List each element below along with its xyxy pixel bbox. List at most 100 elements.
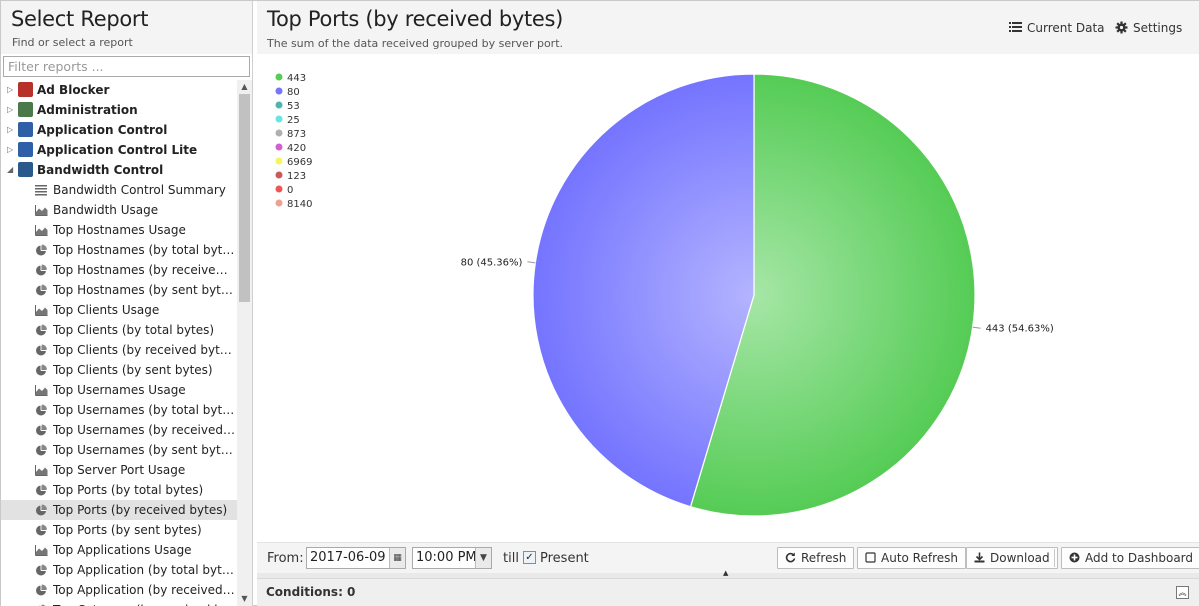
tree-report-label: Top Hostnames Usage — [53, 223, 186, 237]
legend-entry[interactable]: 53 — [287, 101, 300, 112]
report-selector-panel: Select Report Find or select a report ▷ A… — [1, 1, 253, 606]
download-label: Download — [990, 551, 1050, 565]
tree-report-item[interactable]: Top Hostnames (by total bytes) — [1, 240, 237, 260]
tree-report-item[interactable]: Top Application (by total bytes) — [1, 560, 237, 580]
tree-report-item[interactable]: Top Hostnames Usage — [1, 220, 237, 240]
tree-report-item[interactable]: Top Ports (by sent bytes) — [1, 520, 237, 540]
pie-chart-icon — [36, 584, 47, 596]
from-date-field[interactable]: 2017-06-09 ▦ — [306, 547, 406, 569]
plus-circle-icon — [1069, 552, 1080, 563]
tree-category[interactable]: ▷ Application Control — [1, 120, 237, 140]
tree-report-item[interactable]: Top Ports (by received bytes) — [1, 500, 237, 520]
from-time-field[interactable]: 10:00 PM ▼ — [412, 547, 492, 569]
expand-up-icon[interactable]: ︽ — [1176, 586, 1189, 599]
tree-report-item[interactable]: Top Clients (by received bytes) — [1, 340, 237, 360]
tree-report-item[interactable]: Top Usernames Usage — [1, 380, 237, 400]
legend-entry[interactable]: 8140 — [287, 199, 312, 210]
slice-label: 80 (45.36%) — [461, 257, 523, 268]
legend-entry[interactable]: 420 — [287, 143, 306, 154]
auto-refresh-label: Auto Refresh — [881, 551, 958, 565]
legend-entry[interactable]: 80 — [287, 87, 300, 98]
tree-report-label: Top Usernames Usage — [53, 383, 186, 397]
expanded-arrow-icon[interactable]: ◢ — [7, 165, 14, 174]
collapsed-arrow-icon[interactable]: ▷ — [7, 105, 14, 114]
report-header: Top Ports (by received bytes) The sum of… — [257, 1, 1199, 54]
tree-report-label: Top Application (by received bytes) — [53, 583, 235, 597]
tree-category-label: Ad Blocker — [37, 83, 110, 97]
legend-entry[interactable]: 6969 — [287, 157, 312, 168]
settings-button[interactable]: Settings — [1115, 20, 1182, 36]
legend-swatch — [275, 87, 283, 95]
present-checkbox[interactable]: ✓ — [523, 551, 536, 564]
tree-report-item[interactable]: Top Usernames (by sent bytes) — [1, 440, 237, 460]
pie-slice[interactable] — [532, 73, 755, 508]
scroll-up-arrow-icon[interactable]: ▲ — [241, 82, 248, 91]
tree-category[interactable]: ▷ Administration — [1, 100, 237, 120]
tree-report-item[interactable]: Top Ports (by total bytes) — [1, 480, 237, 500]
slice-label-leader — [972, 326, 981, 329]
legend-swatch — [275, 101, 283, 109]
add-to-dashboard-button[interactable]: Add to Dashboard — [1061, 547, 1199, 569]
tree-report-item[interactable]: Top Clients (by sent bytes) — [1, 360, 237, 380]
tree-report-item[interactable]: Top Applications Usage — [1, 540, 237, 560]
pie-chart-icon — [36, 264, 47, 276]
chevron-down-icon[interactable]: ▼ — [475, 548, 491, 568]
tree-report-item[interactable]: Top Clients Usage — [1, 300, 237, 320]
tree-report-label: Top Usernames (by sent bytes) — [53, 443, 235, 457]
tree-category-label: Bandwidth Control — [37, 163, 164, 177]
refresh-label: Refresh — [801, 551, 847, 565]
pie-chart-icon — [36, 444, 47, 456]
tree-report-item[interactable]: Top Server Port Usage — [1, 460, 237, 480]
tree-report-label: Bandwidth Usage — [53, 203, 159, 217]
pie-chart-icon — [36, 364, 47, 376]
tree-report-item[interactable]: Top Clients (by total bytes) — [1, 320, 237, 340]
collapsed-arrow-icon[interactable]: ▷ — [7, 125, 14, 134]
legend-swatch — [275, 199, 283, 207]
collapsed-arrow-icon[interactable]: ▷ — [7, 85, 14, 94]
collapsed-arrow-icon[interactable]: ▷ — [7, 145, 14, 154]
tree-report-item[interactable]: Top Usernames (by total bytes) — [1, 400, 237, 420]
add-to-dashboard-label: Add to Dashboard — [1085, 551, 1194, 565]
tree-category-label: Administration — [37, 103, 138, 117]
legend-entry[interactable]: 873 — [287, 129, 306, 140]
legend-entry[interactable]: 0 — [287, 185, 293, 196]
filter-reports-input[interactable] — [3, 56, 250, 77]
caret-up-icon[interactable]: ▲ — [723, 569, 729, 577]
conditions-panel[interactable]: Conditions: 0 ︽ — [257, 578, 1199, 606]
legend-entry[interactable]: 25 — [287, 115, 300, 126]
tree-category[interactable]: ▷ Application Control Lite — [1, 140, 237, 160]
tree-report-label: Top Usernames (by total bytes) — [53, 403, 235, 417]
tree-report-label: Top Server Port Usage — [53, 463, 186, 477]
download-button[interactable]: Download — [966, 547, 1058, 569]
tree-report-item[interactable]: Top Usernames (by received bytes) — [1, 420, 237, 440]
tree-category[interactable]: ◢ Bandwidth Control — [1, 160, 237, 180]
tree-category-label: Application Control — [37, 123, 168, 137]
scrollbar-thumb[interactable] — [239, 94, 250, 302]
tree-report-item[interactable]: Top Hostnames (by sent bytes) — [1, 280, 237, 300]
tree-report-label: Top Application (by total bytes) — [53, 563, 235, 577]
tree-report-item[interactable]: Bandwidth Control Summary — [1, 180, 237, 200]
report-tree-scrollbar[interactable]: ▲ ▼ — [237, 80, 252, 606]
legend-entry[interactable]: 443 — [287, 73, 306, 84]
pie-chart-icon — [36, 244, 47, 256]
tree-category[interactable]: ▷ Ad Blocker — [1, 80, 237, 100]
refresh-button[interactable]: Refresh — [777, 547, 855, 569]
ad-blocker-icon — [18, 82, 33, 97]
tree-report-label: Top Applications Usage — [53, 543, 192, 557]
legend-swatch — [275, 143, 283, 151]
scroll-down-arrow-icon[interactable]: ▼ — [241, 594, 248, 603]
report-selector-subtitle: Find or select a report — [12, 36, 133, 49]
area-chart-icon — [35, 305, 48, 316]
tree-report-label: Top Ports (by total bytes) — [53, 483, 204, 497]
application-control-icon — [18, 122, 33, 137]
tree-report-item[interactable]: Top Application (by received bytes) — [1, 580, 237, 600]
calendar-icon[interactable]: ▦ — [389, 548, 405, 568]
tree-report-item[interactable]: Top Category (by received bytes) — [1, 600, 237, 606]
tree-report-label: Top Clients (by received bytes) — [53, 343, 235, 357]
current-data-button[interactable]: Current Data — [1009, 20, 1105, 36]
auto-refresh-button[interactable]: Auto Refresh — [857, 547, 966, 569]
legend-entry[interactable]: 123 — [287, 171, 306, 182]
tree-report-item[interactable]: Bandwidth Usage — [1, 200, 237, 220]
conditions-splitter[interactable]: ▲ — [257, 569, 1199, 578]
tree-report-item[interactable]: Top Hostnames (by received byte... — [1, 260, 237, 280]
